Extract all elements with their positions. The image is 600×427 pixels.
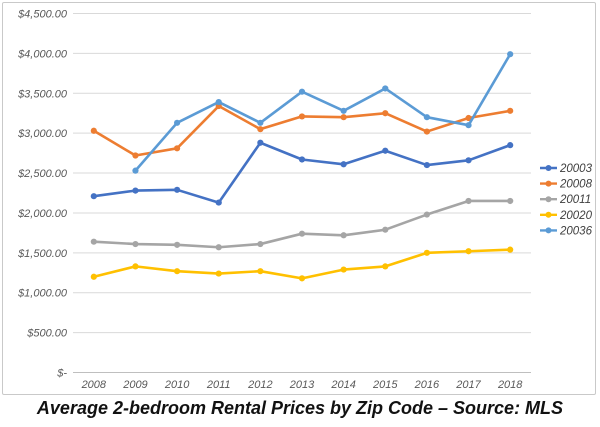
y-axis-tick-label: $4,000.00 <box>17 48 68 60</box>
series-marker-20020 <box>423 249 431 256</box>
series-marker-20008 <box>298 113 306 120</box>
series-marker-20003 <box>173 186 181 193</box>
chart-border-frame <box>2 2 596 395</box>
x-axis-tick-label: 2016 <box>414 379 440 391</box>
series-marker-20011 <box>423 211 431 218</box>
legend-marker-20020 <box>545 211 552 218</box>
legend-label-20011: 20011 <box>559 194 591 206</box>
series-marker-20008 <box>340 114 347 121</box>
series-marker-20003 <box>382 147 389 154</box>
series-marker-20003 <box>132 187 139 194</box>
series-marker-20011 <box>465 197 472 205</box>
series-marker-20008 <box>465 114 472 122</box>
y-axis-tick-label: $2,500.00 <box>17 168 68 180</box>
series-marker-20003 <box>340 161 347 168</box>
series-marker-20003 <box>90 193 97 200</box>
x-axis-tick-label: 2013 <box>289 379 315 391</box>
series-marker-20008 <box>132 152 139 159</box>
series-marker-20020 <box>173 268 181 275</box>
x-axis-tick-label: 2011 <box>206 379 231 391</box>
series-marker-20011 <box>173 241 181 248</box>
legend-marker-20003 <box>545 165 552 171</box>
series-marker-20036 <box>257 119 264 126</box>
series-marker-20003 <box>215 199 222 206</box>
x-axis-tick-label: 2018 <box>497 379 523 391</box>
y-axis-tick-label: $3,500.00 <box>17 88 68 100</box>
series-marker-20003 <box>507 142 514 149</box>
series-marker-20036 <box>465 122 472 129</box>
series-marker-20008 <box>423 128 431 135</box>
series-marker-20008 <box>173 145 181 152</box>
y-axis-tick-label: $3,000.00 <box>17 128 68 140</box>
legend-marker-20008 <box>545 180 552 187</box>
series-marker-20036 <box>298 88 306 95</box>
series-marker-20020 <box>465 248 472 255</box>
series-marker-20036 <box>382 85 389 92</box>
x-axis-tick-label: 2009 <box>122 379 147 391</box>
series-marker-20011 <box>132 240 139 248</box>
series-marker-20008 <box>257 126 264 133</box>
x-axis-tick-label: 2012 <box>247 379 272 391</box>
series-marker-20011 <box>215 244 222 251</box>
series-marker-20036 <box>215 98 222 106</box>
y-axis-tick-label: $- <box>56 368 67 380</box>
series-marker-20020 <box>382 263 389 270</box>
series-marker-20011 <box>298 230 306 237</box>
series-marker-20011 <box>257 240 264 248</box>
series-marker-20020 <box>298 275 306 282</box>
series-marker-20036 <box>507 51 514 58</box>
y-axis-tick-label: $4,500.00 <box>17 9 68 21</box>
legend-label-20020: 20020 <box>559 210 593 222</box>
y-axis-tick-label: $1,000.00 <box>17 288 68 300</box>
x-axis-tick-label: 2014 <box>330 379 355 391</box>
series-marker-20003 <box>298 156 306 163</box>
series-marker-20036 <box>340 107 347 114</box>
y-axis-tick-label: $1,500.00 <box>17 248 68 260</box>
series-marker-20011 <box>340 232 347 239</box>
legend-label-20003: 20003 <box>559 163 593 175</box>
legend-label-20036: 20036 <box>559 225 593 237</box>
series-marker-20011 <box>382 226 389 233</box>
legend-marker-20011 <box>545 196 552 203</box>
series-marker-20020 <box>215 270 222 277</box>
series-marker-20003 <box>257 139 264 146</box>
series-marker-20020 <box>90 273 97 280</box>
series-marker-20020 <box>507 246 514 253</box>
series-marker-20011 <box>90 238 97 245</box>
series-marker-20008 <box>382 110 389 117</box>
series-marker-20036 <box>132 167 139 174</box>
chart-caption: Average 2-bedroom Rental Prices by Zip C… <box>36 398 564 418</box>
y-axis-tick-label: $2,000.00 <box>17 208 68 220</box>
series-marker-20020 <box>340 266 347 273</box>
series-line-20020 <box>92 248 512 280</box>
series-marker-20036 <box>423 114 431 121</box>
y-axis-tick-label: $500.00 <box>26 328 68 340</box>
x-axis-tick-label: 2015 <box>372 379 398 391</box>
x-axis-tick-label: 2008 <box>81 379 107 391</box>
series-marker-20020 <box>257 268 264 275</box>
legend-label-20008: 20008 <box>559 179 593 191</box>
series-marker-20020 <box>132 263 139 270</box>
legend-marker-20036 <box>545 227 552 234</box>
x-axis-tick-label: 2010 <box>164 379 190 391</box>
x-axis-tick-label: 2017 <box>455 379 481 391</box>
series-line-20036 <box>134 52 512 172</box>
series-line-20011 <box>92 199 512 249</box>
series-marker-20036 <box>173 119 181 126</box>
series-marker-20008 <box>90 127 97 134</box>
series-marker-20003 <box>423 161 431 169</box>
series-marker-20008 <box>507 107 514 114</box>
series-marker-20011 <box>507 197 514 205</box>
series-marker-20003 <box>465 157 472 164</box>
